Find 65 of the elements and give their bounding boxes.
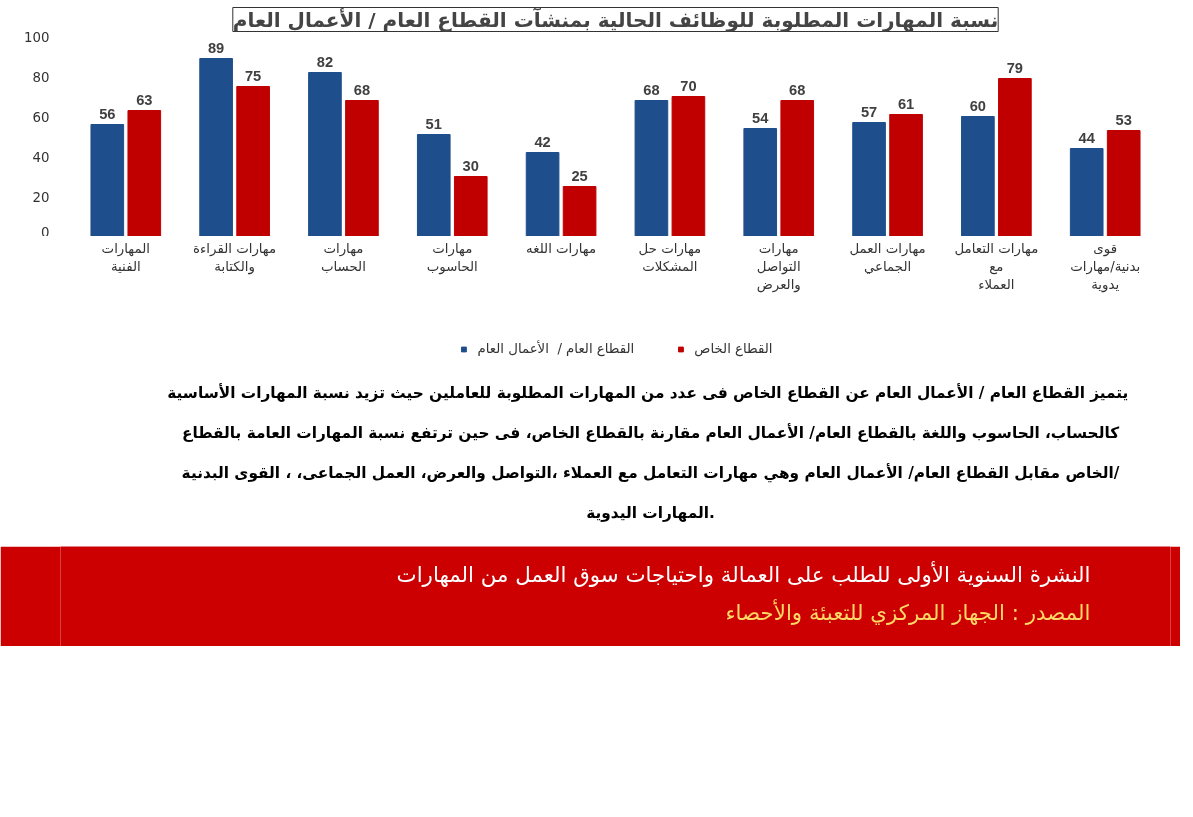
data-label: 61 bbox=[897, 95, 915, 112]
y-tick-label: 80 bbox=[32, 69, 50, 85]
bar bbox=[416, 134, 451, 236]
y-tick-label: 60 bbox=[32, 109, 50, 125]
x-tick-label: مهارات العمل الجماعي bbox=[849, 241, 926, 274]
data-label: 68 bbox=[353, 81, 371, 98]
x-tick-label: مهارات حل المشكلات bbox=[638, 241, 702, 274]
bar bbox=[90, 124, 125, 236]
chart-title: نسبة المهارات المطلوبة للوظائف الحالية بمنشآت القطاع العام / الأعمال العام bbox=[232, 6, 999, 32]
data-label: 75 bbox=[244, 67, 262, 84]
bar bbox=[671, 96, 706, 236]
data-label: 30 bbox=[462, 157, 479, 174]
data-label: 70 bbox=[680, 77, 697, 94]
data-label: 42 bbox=[534, 133, 551, 150]
bar bbox=[780, 100, 815, 236]
bar bbox=[852, 122, 886, 236]
bar bbox=[525, 152, 560, 236]
data-label: 51 bbox=[425, 115, 442, 132]
data-label: 63 bbox=[136, 91, 153, 108]
data-label: 60 bbox=[969, 97, 987, 114]
text: النشرة السنوية الأولى للطلب على العمالة واحتياجات سوق العمل من المهارات bbox=[396, 560, 1091, 587]
data-label: 89 bbox=[207, 39, 225, 56]
data-label: 54 bbox=[752, 109, 770, 126]
bar bbox=[236, 86, 270, 236]
y-tick-label: 20 bbox=[32, 189, 50, 205]
data-label: 44 bbox=[1078, 129, 1096, 146]
legend-label: القطاع الخاص bbox=[694, 341, 773, 356]
data-label: 56 bbox=[99, 105, 116, 122]
bar bbox=[1106, 130, 1141, 236]
bar bbox=[562, 186, 597, 236]
text: يتميز القطاع العام / الأعمال العام عن القطاع الخاص فى عدد من المهارات المطلوبة للعاملين حيث تزيد نسبة المهارات الأساسية bbox=[167, 382, 1129, 402]
x-tick-label: مهارات الحاسوب bbox=[426, 241, 478, 275]
x-tick-label: المهارات الفنية bbox=[101, 241, 150, 274]
bar bbox=[127, 110, 162, 236]
bar bbox=[1069, 148, 1104, 236]
x-tick-label: مهارات التواصل والعرض bbox=[756, 241, 801, 293]
x-tick-label: مهارات القراءة والكتابة bbox=[193, 241, 277, 275]
y-tick-label: 100 bbox=[24, 29, 50, 45]
x-tick-label: مهارات اللغه bbox=[526, 241, 597, 257]
bar bbox=[199, 58, 233, 236]
data-label: 57 bbox=[860, 103, 878, 120]
bar bbox=[345, 100, 379, 236]
text: الخاص مقابل القطاع العام/ الأعمال العام وهي مهارات التعامل مع العملاء ،التواصل والعرض، العمل الجماعى، ، القوى البدنية/ bbox=[181, 462, 1120, 483]
text: كالحساب، الحاسوب واللغة بالقطاع العام/ الأعمال العام مقارنة بالقطاع الخاص، فى حين ترتفع نسبة المهارات العامة بالقطاع bbox=[181, 422, 1120, 442]
text: المهارات اليدوية. bbox=[586, 503, 715, 522]
data-label: 79 bbox=[1006, 59, 1024, 76]
x-tick-label: قوى بدنية/مهارات يدوية bbox=[1070, 241, 1141, 293]
data-label: 68 bbox=[789, 81, 806, 98]
y-tick-label: 40 bbox=[32, 149, 50, 165]
data-label: 25 bbox=[571, 167, 588, 184]
legend-label: القطاع العام / الأعمال العام bbox=[477, 341, 635, 356]
y-tick-label: 0 bbox=[41, 224, 50, 240]
bar bbox=[961, 116, 995, 236]
text: المصدر : الجهاز المركزي للتعبئة والأحصاء bbox=[725, 598, 1091, 625]
bar bbox=[998, 78, 1032, 236]
data-label: 53 bbox=[1115, 111, 1132, 128]
x-tick-label: مهارات التعامل مع العملاء bbox=[954, 241, 1039, 292]
bar bbox=[453, 176, 488, 236]
bar bbox=[889, 114, 923, 236]
bar bbox=[308, 72, 342, 236]
x-tick-label: مهارات الحساب bbox=[321, 241, 366, 274]
bar bbox=[634, 100, 669, 236]
data-label: 68 bbox=[643, 81, 660, 98]
data-label: 82 bbox=[316, 53, 334, 70]
bar bbox=[743, 128, 778, 236]
